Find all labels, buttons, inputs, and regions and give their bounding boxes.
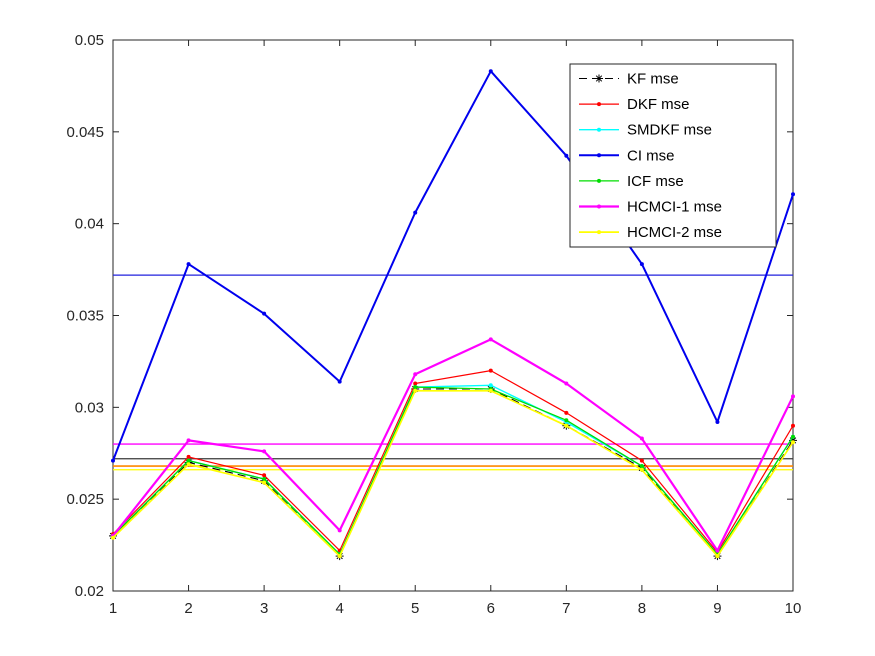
x-tick-label: 6 (487, 600, 495, 617)
y-tick-label: 0.045 (66, 124, 104, 141)
marker-dot-icon (639, 458, 644, 463)
y-tick-label: 0.035 (66, 308, 104, 325)
marker-dot-icon (564, 153, 569, 158)
marker-dot-icon (488, 383, 493, 388)
marker-dot-icon (262, 480, 267, 485)
marker-dot-icon (337, 554, 342, 559)
marker-dot-icon (488, 368, 493, 373)
y-tick-label: 0.04 (75, 216, 104, 233)
marker-dot-icon (111, 458, 115, 463)
x-tick-label: 3 (260, 600, 268, 617)
y-tick-label: 0.03 (75, 399, 104, 416)
marker-dot-icon (639, 436, 644, 441)
marker-dot-icon (564, 381, 569, 386)
x-tick-label: 1 (109, 600, 117, 617)
marker-dot-icon (186, 262, 191, 267)
marker-dot-icon (639, 467, 644, 472)
marker-dot-icon (186, 458, 191, 463)
marker-dot-icon (262, 311, 267, 316)
marker-dot-icon (186, 438, 191, 443)
x-tick-label: 7 (562, 600, 570, 617)
marker-dot-icon (715, 548, 720, 553)
marker-dot-icon (791, 394, 795, 399)
marker-dot-icon (413, 388, 418, 393)
legend-marker-dot-icon (597, 230, 601, 235)
marker-dot-icon (488, 337, 493, 342)
legend-label-ci-mse: CI mse (627, 147, 675, 164)
marker-dot-icon (413, 385, 418, 390)
series-line-hcmci-1-mse (112, 338, 794, 552)
x-tick-label: 8 (638, 600, 646, 617)
marker-dot-icon (639, 464, 644, 469)
marker-dot-icon (639, 262, 644, 267)
marker-dot-icon (564, 418, 569, 423)
marker-dot-icon (186, 454, 191, 459)
legend-marker-dot-icon (597, 102, 601, 107)
marker-dot-icon (413, 381, 418, 386)
y-tick-label: 0.05 (75, 32, 104, 49)
legend-label-hcmci-2-mse: HCMCI-2 mse (627, 224, 722, 241)
marker-dot-icon (186, 462, 191, 467)
y-tick-label: 0.025 (66, 491, 104, 508)
marker-dot-icon (337, 528, 342, 533)
marker-dot-icon (413, 372, 418, 377)
marker-dot-icon (111, 535, 115, 540)
legend-label-hcmci-1-mse: HCMCI-1 mse (627, 199, 722, 216)
legend-label-dkf-mse: DKF mse (627, 96, 690, 113)
marker-dot-icon (715, 554, 720, 559)
x-tick-label: 5 (411, 600, 419, 617)
marker-dot-icon (791, 440, 795, 445)
marker-dot-icon (791, 192, 795, 197)
legend-marker-dot-icon (597, 153, 601, 158)
y-tick-label: 0.02 (75, 583, 104, 600)
marker-dot-icon (564, 423, 569, 428)
x-tick-label: 10 (785, 600, 802, 617)
marker-dot-icon (488, 69, 493, 74)
legend-label-icf-mse: ICF mse (627, 173, 684, 190)
legend-marker-dot-icon (597, 178, 601, 183)
marker-dot-icon (413, 210, 418, 215)
series-line-kf-mse (112, 388, 794, 557)
marker-dot-icon (564, 410, 569, 415)
marker-dot-icon (262, 476, 267, 481)
marker-dot-icon (262, 473, 267, 478)
series-line-hcmci-2-mse (112, 389, 794, 557)
marker-dot-icon (715, 420, 720, 425)
marker-dot-icon (791, 434, 795, 439)
series-line-dkf-mse (112, 370, 794, 554)
legend-label-smdkf-mse: SMDKF mse (627, 122, 712, 139)
marker-dot-icon (262, 449, 267, 454)
marker-dot-icon (791, 423, 795, 428)
marker-dot-icon (337, 379, 342, 384)
legend-label-kf-mse: KF mse (627, 71, 679, 88)
legend: KF mse DKF mse SMDKF mse CI mse ICF mse HCMCI… (569, 63, 777, 248)
marker-dot-icon (488, 388, 493, 393)
series-line-ci-mse (112, 70, 794, 461)
x-tick-label: 2 (184, 600, 192, 617)
legend-marker-dot-icon (597, 204, 601, 209)
legend-marker-asterisk-icon (595, 75, 603, 82)
series-line-icf-mse (112, 386, 794, 555)
x-tick-label: 4 (335, 600, 343, 617)
x-tick-label: 9 (713, 600, 721, 617)
legend-marker-dot-icon (597, 127, 601, 132)
